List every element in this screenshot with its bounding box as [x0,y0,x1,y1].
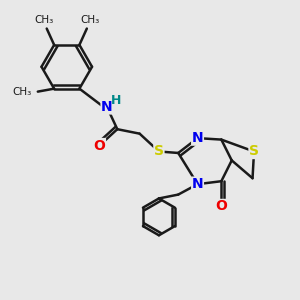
Text: N: N [101,100,113,114]
Text: CH₃: CH₃ [34,15,53,25]
Text: CH₃: CH₃ [13,87,32,97]
Text: H: H [111,94,122,107]
Text: O: O [94,139,105,152]
Text: N: N [192,177,203,191]
Text: S: S [154,145,164,158]
Text: O: O [215,200,227,214]
Text: N: N [192,131,203,145]
Text: S: S [249,145,259,158]
Text: CH₃: CH₃ [80,15,99,25]
